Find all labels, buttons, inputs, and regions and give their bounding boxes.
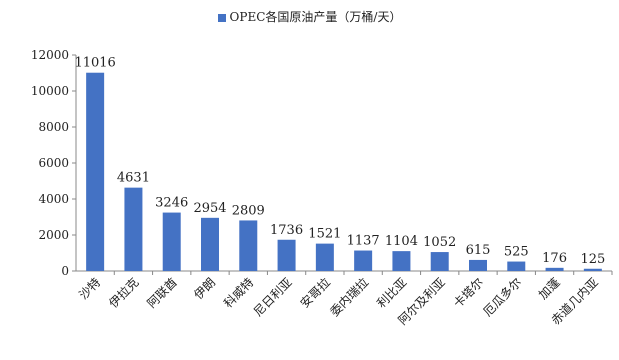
x-tick-label: 科威特	[220, 275, 256, 311]
x-tick-label: 卡塔尔	[450, 275, 486, 311]
x-tick-label: 加蓬	[536, 275, 563, 302]
bar	[124, 187, 143, 271]
bar-value-label: 615	[466, 243, 491, 258]
x-tick-label: 伊朗	[191, 275, 218, 302]
bar-value-label: 1104	[385, 234, 418, 249]
y-tick-label: 6000	[38, 156, 69, 170]
bar-value-label: 1137	[347, 234, 380, 249]
bar	[583, 268, 602, 271]
y-tick-label: 2000	[38, 228, 69, 242]
y-tick-label: 10000	[31, 84, 69, 98]
chart-bars: 11016 4631 3246 2954 2809 1736 1521 1137 1104 105…	[74, 56, 605, 271]
legend-label: OPEC各国原油产量（万桶/天）	[229, 10, 402, 24]
bar-value-label: 4631	[117, 171, 150, 186]
bar-value-label: 2809	[232, 203, 265, 218]
chart-axes: 0 2000 4000 6000 8000 10000 12000 沙特 伊拉克 阿联酋 伊朗 科威特…	[31, 48, 613, 328]
x-tick-label: 阿联酋	[144, 275, 180, 311]
bar	[545, 267, 564, 271]
bar	[162, 212, 181, 271]
bar	[277, 239, 296, 271]
bar	[86, 72, 105, 271]
bar-value-label: 125	[580, 252, 605, 267]
bar-value-label: 2954	[193, 201, 226, 216]
y-tick-label: 0	[61, 264, 69, 278]
bar	[201, 217, 219, 271]
y-tick-label: 4000	[38, 192, 69, 206]
bar-value-label: 3246	[155, 196, 188, 211]
x-tick-label: 沙特	[76, 275, 104, 303]
x-tick-label: 伊拉克	[105, 275, 141, 311]
x-tick-label: 安哥拉	[297, 275, 333, 311]
chart-legend: OPEC各国原油产量（万桶/天）	[0, 8, 619, 25]
bar-value-label: 11016	[74, 56, 115, 71]
x-tick-label: 尼日利亚	[251, 275, 295, 319]
bar-value-label: 1052	[423, 235, 456, 250]
bar	[469, 259, 487, 271]
bar	[239, 220, 258, 271]
x-tick-label: 利比亚	[374, 275, 409, 310]
bar	[354, 250, 373, 271]
bar-value-label: 176	[542, 251, 567, 266]
x-tick-label: 厄瓜多尔	[480, 275, 525, 320]
y-tick-label: 8000	[38, 120, 69, 134]
bar	[392, 251, 411, 271]
bar-value-label: 1521	[308, 227, 341, 242]
x-tick-label: 委内瑞拉	[327, 275, 372, 320]
legend-swatch	[217, 13, 226, 22]
bar	[315, 243, 334, 271]
bar	[507, 261, 526, 271]
bar	[430, 252, 449, 271]
y-tick-label: 12000	[31, 48, 69, 62]
bar-value-label: 1736	[270, 223, 303, 238]
bar-value-label: 525	[504, 245, 529, 260]
